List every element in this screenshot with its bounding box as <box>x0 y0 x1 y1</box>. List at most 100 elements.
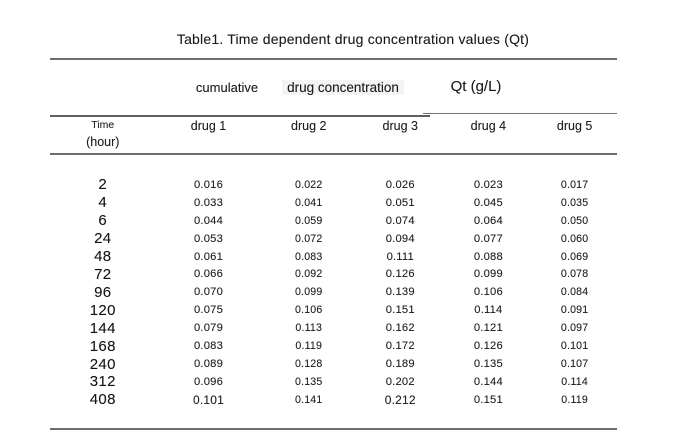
value-cell-drug-1: 0.096 <box>194 375 223 388</box>
value-cell-drug-2: 0.113 <box>295 322 323 335</box>
value-cell-drug-5: 0.084 <box>560 286 589 299</box>
time-column-header: Time (hour) <box>50 116 156 151</box>
time-cell: 48 <box>94 248 112 266</box>
value-cell-drug-4: 0.114 <box>474 304 503 317</box>
value-cell-drug-4: 0.144 <box>473 375 503 388</box>
value-cell-drug-1: 0.016 <box>194 178 223 191</box>
drug4-column-header: drug 4 <box>470 119 507 133</box>
value-cell-drug-3: 0.051 <box>385 196 415 209</box>
group-header-qt-unit: Qt (g/L) <box>450 78 502 95</box>
value-cell-drug-4: 0.106 <box>473 286 503 299</box>
value-cell-drug-3: 0.111 <box>386 250 414 263</box>
time-cell: 4 <box>98 194 108 212</box>
value-cell-drug-1: 0.044 <box>194 214 223 227</box>
value-cell-drug-1: 0.083 <box>194 340 223 353</box>
rule-under-group-left <box>50 115 430 117</box>
table-body: 2 0.016 0.022 0.026 0.023 0.017 4 0.033 0.041 0.0… <box>50 176 617 409</box>
value-cell-drug-5: 0.101 <box>560 340 589 353</box>
value-cell-drug-1: 0.101 <box>192 392 225 407</box>
value-cell-drug-1: 0.079 <box>194 322 223 335</box>
time-cell: 2 <box>98 176 108 194</box>
table-row: 144 0.079 0.113 0.162 0.121 0.097 <box>50 319 617 337</box>
group-header-cumulative: cumulative <box>195 80 259 95</box>
table-row: 48 0.061 0.083 0.111 0.088 0.069 <box>50 248 617 266</box>
value-cell-drug-4: 0.077 <box>473 232 503 245</box>
value-cell-drug-2: 0.072 <box>294 232 323 245</box>
table-row: 96 0.070 0.099 0.139 0.106 0.084 <box>50 283 617 301</box>
time-header-line1: Time <box>91 119 115 131</box>
value-cell-drug-2: 0.119 <box>295 340 323 353</box>
table-row: 312 0.096 0.135 0.202 0.144 0.114 <box>50 373 617 391</box>
value-cell-drug-3: 0.162 <box>385 322 415 335</box>
value-cell-drug-2: 0.092 <box>294 268 323 281</box>
value-cell-drug-3: 0.026 <box>385 178 415 191</box>
value-cell-drug-5: 0.050 <box>560 214 589 227</box>
value-cell-drug-1: 0.061 <box>194 250 223 263</box>
value-cell-drug-1: 0.033 <box>194 196 223 209</box>
drug1-column-header: drug 1 <box>190 119 227 133</box>
value-cell-drug-1: 0.066 <box>194 268 223 281</box>
value-cell-drug-1: 0.053 <box>194 232 223 245</box>
value-cell-drug-5: 0.114 <box>561 375 588 388</box>
value-cell-drug-3: 0.189 <box>385 358 415 371</box>
value-cell-drug-4: 0.088 <box>473 250 503 263</box>
value-cell-drug-5: 0.078 <box>560 268 589 281</box>
value-cell-drug-3: 0.074 <box>385 214 415 227</box>
time-cell: 144 <box>89 319 116 337</box>
table-row: 168 0.083 0.119 0.172 0.126 0.101 <box>50 337 617 355</box>
value-cell-drug-4: 0.151 <box>473 393 503 406</box>
value-cell-drug-5: 0.119 <box>561 393 588 406</box>
table-row: 24 0.053 0.072 0.094 0.077 0.060 <box>50 230 617 248</box>
value-cell-drug-4: 0.135 <box>473 358 503 371</box>
time-cell: 168 <box>89 337 116 355</box>
value-cell-drug-5: 0.097 <box>560 322 589 335</box>
time-cell: 120 <box>89 301 116 319</box>
drug2-column-header: drug 2 <box>291 119 327 133</box>
value-cell-drug-2: 0.099 <box>294 286 323 299</box>
time-cell: 240 <box>89 355 116 373</box>
time-cell: 6 <box>98 212 108 230</box>
time-cell: 96 <box>94 283 112 301</box>
time-cell: 72 <box>94 265 112 283</box>
value-cell-drug-2: 0.083 <box>294 250 323 263</box>
group-header-drug-concentration: drug concentration <box>282 80 404 95</box>
value-cell-drug-2: 0.141 <box>294 393 323 406</box>
value-cell-drug-5: 0.091 <box>560 304 589 317</box>
table-title: Table1. Time dependent drug concentratio… <box>176 31 530 47</box>
value-cell-drug-5: 0.017 <box>560 178 589 191</box>
table-row: 408 0.101 0.141 0.212 0.151 0.119 <box>50 391 617 409</box>
value-cell-drug-4: 0.045 <box>473 196 503 209</box>
value-cell-drug-5: 0.107 <box>560 358 589 371</box>
drug3-column-header: drug 3 <box>382 119 418 133</box>
drug5-column-header: drug 5 <box>556 119 593 133</box>
value-cell-drug-4: 0.099 <box>473 268 503 281</box>
table-row: 72 0.066 0.092 0.126 0.099 0.078 <box>50 266 617 284</box>
table-row: 120 0.075 0.106 0.151 0.114 0.091 <box>50 301 617 319</box>
value-cell-drug-4: 0.064 <box>473 214 503 227</box>
value-cell-drug-4: 0.121 <box>473 322 503 335</box>
time-header-line2: (hour) <box>86 135 120 149</box>
table-row: 4 0.033 0.041 0.051 0.045 0.035 <box>50 194 617 212</box>
rule-under-group-right <box>423 112 617 115</box>
table-row: 6 0.044 0.059 0.074 0.064 0.050 <box>50 212 617 230</box>
value-cell-drug-3: 0.212 <box>384 392 416 407</box>
value-cell-drug-3: 0.151 <box>385 304 415 317</box>
rule-under-headers <box>50 153 617 155</box>
value-cell-drug-4: 0.023 <box>473 178 503 191</box>
value-cell-drug-5: 0.035 <box>560 196 589 209</box>
value-cell-drug-3: 0.094 <box>385 232 415 245</box>
rule-bottom <box>50 428 617 430</box>
value-cell-drug-3: 0.126 <box>385 268 415 281</box>
value-cell-drug-3: 0.202 <box>385 375 415 388</box>
value-cell-drug-2: 0.041 <box>294 196 323 209</box>
column-header-row: Time (hour) drug 1 drug 2 drug 3 drug 4 … <box>50 116 617 151</box>
value-cell-drug-2: 0.128 <box>294 358 323 371</box>
table-row: 240 0.089 0.128 0.189 0.135 0.107 <box>50 355 617 373</box>
time-cell: 312 <box>89 373 116 391</box>
value-cell-drug-3: 0.172 <box>385 340 415 353</box>
value-cell-drug-1: 0.089 <box>194 358 223 371</box>
value-cell-drug-3: 0.139 <box>385 286 415 299</box>
table-row: 2 0.016 0.022 0.026 0.023 0.017 <box>50 176 617 194</box>
time-cell: 408 <box>89 391 116 409</box>
